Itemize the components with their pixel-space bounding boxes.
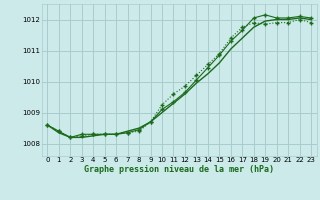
X-axis label: Graphe pression niveau de la mer (hPa): Graphe pression niveau de la mer (hPa) <box>84 165 274 174</box>
